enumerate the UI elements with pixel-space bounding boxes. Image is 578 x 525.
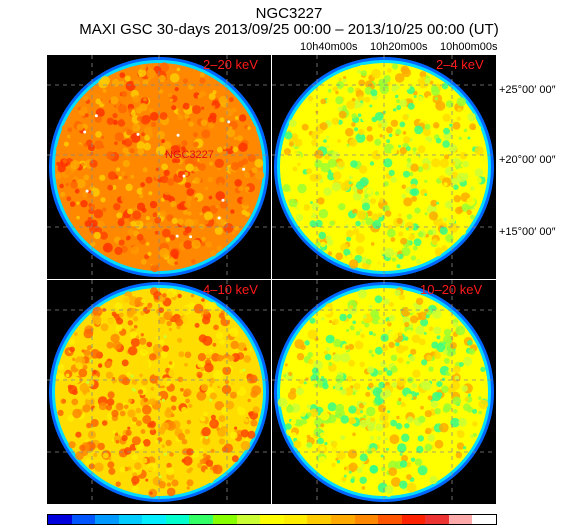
- colorbar-swatch: [118, 515, 143, 524]
- ra-label-3: 10h00m00s: [440, 41, 498, 53]
- sky-map-4-10kev: [47, 280, 271, 504]
- band-label: 4–10 keV: [203, 282, 258, 297]
- object-title: NGC3227: [255, 5, 323, 22]
- colorbar-swatch: [354, 515, 379, 524]
- observation-title: MAXI GSC 30-days 2013/09/25 00:00 – 2013…: [79, 21, 499, 38]
- sky-map-panel-2-4kev: 2–4 keV: [272, 55, 496, 279]
- dec-label-1: +25°00′ 00″: [499, 84, 556, 96]
- dec-label-2: +20°00′ 00″: [499, 154, 556, 166]
- colorbar-swatch: [307, 515, 331, 524]
- colorbar-swatch: [71, 515, 96, 524]
- colorbar-swatch: [401, 515, 426, 524]
- band-label: 10–20 keV: [420, 282, 483, 297]
- sky-map-2-4kev: [272, 55, 496, 279]
- sky-map-10-20kev: [272, 280, 496, 504]
- colorbar-swatch: [448, 515, 473, 524]
- band-label: 2–4 keV: [436, 57, 484, 72]
- source-label: NGC3227: [165, 149, 214, 161]
- colorbar-swatch: [472, 515, 496, 524]
- sky-map-panel-2-20kev: 2–20 keV NGC3227: [47, 55, 271, 279]
- colorbar-swatch: [236, 515, 261, 524]
- sky-map-panel-4-10kev: 4–10 keV: [47, 280, 271, 504]
- colorbar-swatch: [260, 515, 284, 524]
- ra-label-2: 10h20m00s: [370, 41, 428, 53]
- colorbar-swatch: [213, 515, 237, 524]
- ra-axis-labels: 10h40m00s 10h20m00s 10h00m00s: [300, 41, 500, 55]
- colorbar-swatch: [189, 515, 214, 524]
- dec-label-3: +15°00′ 00″: [499, 226, 556, 238]
- colorbar-swatch: [95, 515, 119, 524]
- colorbar-swatch: [142, 515, 166, 524]
- colorbar-swatch: [165, 515, 190, 524]
- colorbar-swatch: [425, 515, 449, 524]
- sky-map-2-20kev: [47, 55, 271, 279]
- sky-map-panel-10-20kev: 10–20 keV: [272, 280, 496, 504]
- colorbar-swatch: [283, 515, 308, 524]
- colorbar-swatch: [48, 515, 72, 524]
- colorbar-swatch: [378, 515, 402, 524]
- intensity-colorbar: [47, 514, 497, 525]
- ra-label-1: 10h40m00s: [300, 41, 358, 53]
- colorbar-swatch: [330, 515, 355, 524]
- band-label: 2–20 keV: [203, 57, 258, 72]
